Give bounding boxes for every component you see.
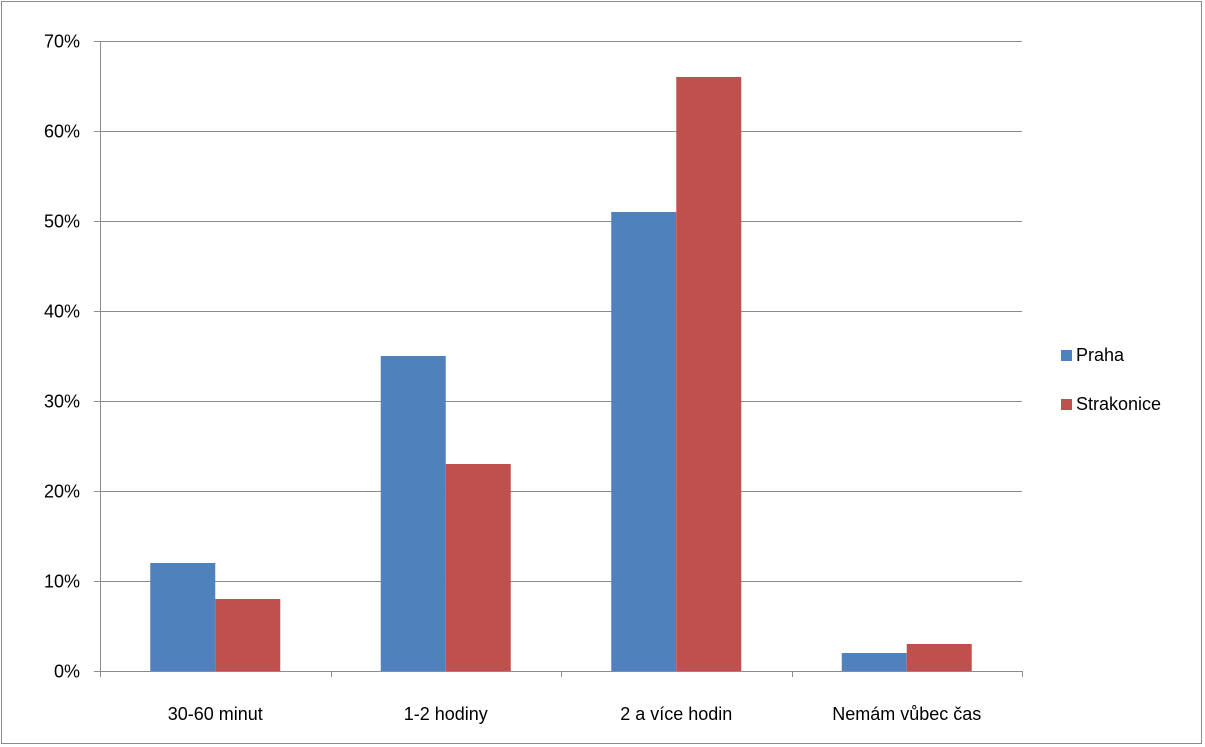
bar-strakonice-4 [906, 644, 972, 671]
bars [150, 77, 972, 671]
x-axis-tick-labels: 30-60 minut 1-2 hodiny 2 a více hodin Nemám… [168, 704, 982, 724]
axes [94, 41, 1023, 677]
y-tick-label: 70% [44, 32, 80, 52]
y-tick-label: 20% [44, 482, 80, 502]
legend-swatch-strakonice [1061, 399, 1072, 410]
x-tick-label: 2 a více hodin [620, 704, 732, 724]
y-tick-label: 40% [44, 302, 80, 322]
x-tick-label: 30-60 minut [168, 704, 263, 724]
y-axis-tick-labels: 0% 10% 20% 30% 40% 50% 60% 70% [44, 32, 80, 682]
bar-praha-2 [380, 356, 446, 671]
legend-label-praha: Praha [1076, 345, 1125, 365]
legend-swatch-praha [1061, 350, 1072, 361]
bar-strakonice-2 [445, 464, 511, 671]
y-tick-label: 50% [44, 212, 80, 232]
bar-strakonice-1 [215, 599, 281, 671]
y-tick-label: 30% [44, 392, 80, 412]
bar-praha-1 [150, 563, 216, 671]
x-tick-label: 1-2 hodiny [404, 704, 488, 724]
y-tick-label: 60% [44, 122, 80, 142]
gridlines [100, 41, 1022, 582]
y-tick-label: 10% [44, 572, 80, 592]
legend-label-strakonice: Strakonice [1076, 394, 1161, 414]
x-tick-label: Nemám vůbec čas [832, 704, 981, 724]
y-tick-label: 0% [54, 662, 80, 682]
bar-strakonice-3 [676, 77, 742, 671]
bar-praha-4 [841, 653, 907, 671]
legend: Praha Strakonice [1061, 345, 1161, 414]
bar-praha-3 [611, 212, 677, 671]
